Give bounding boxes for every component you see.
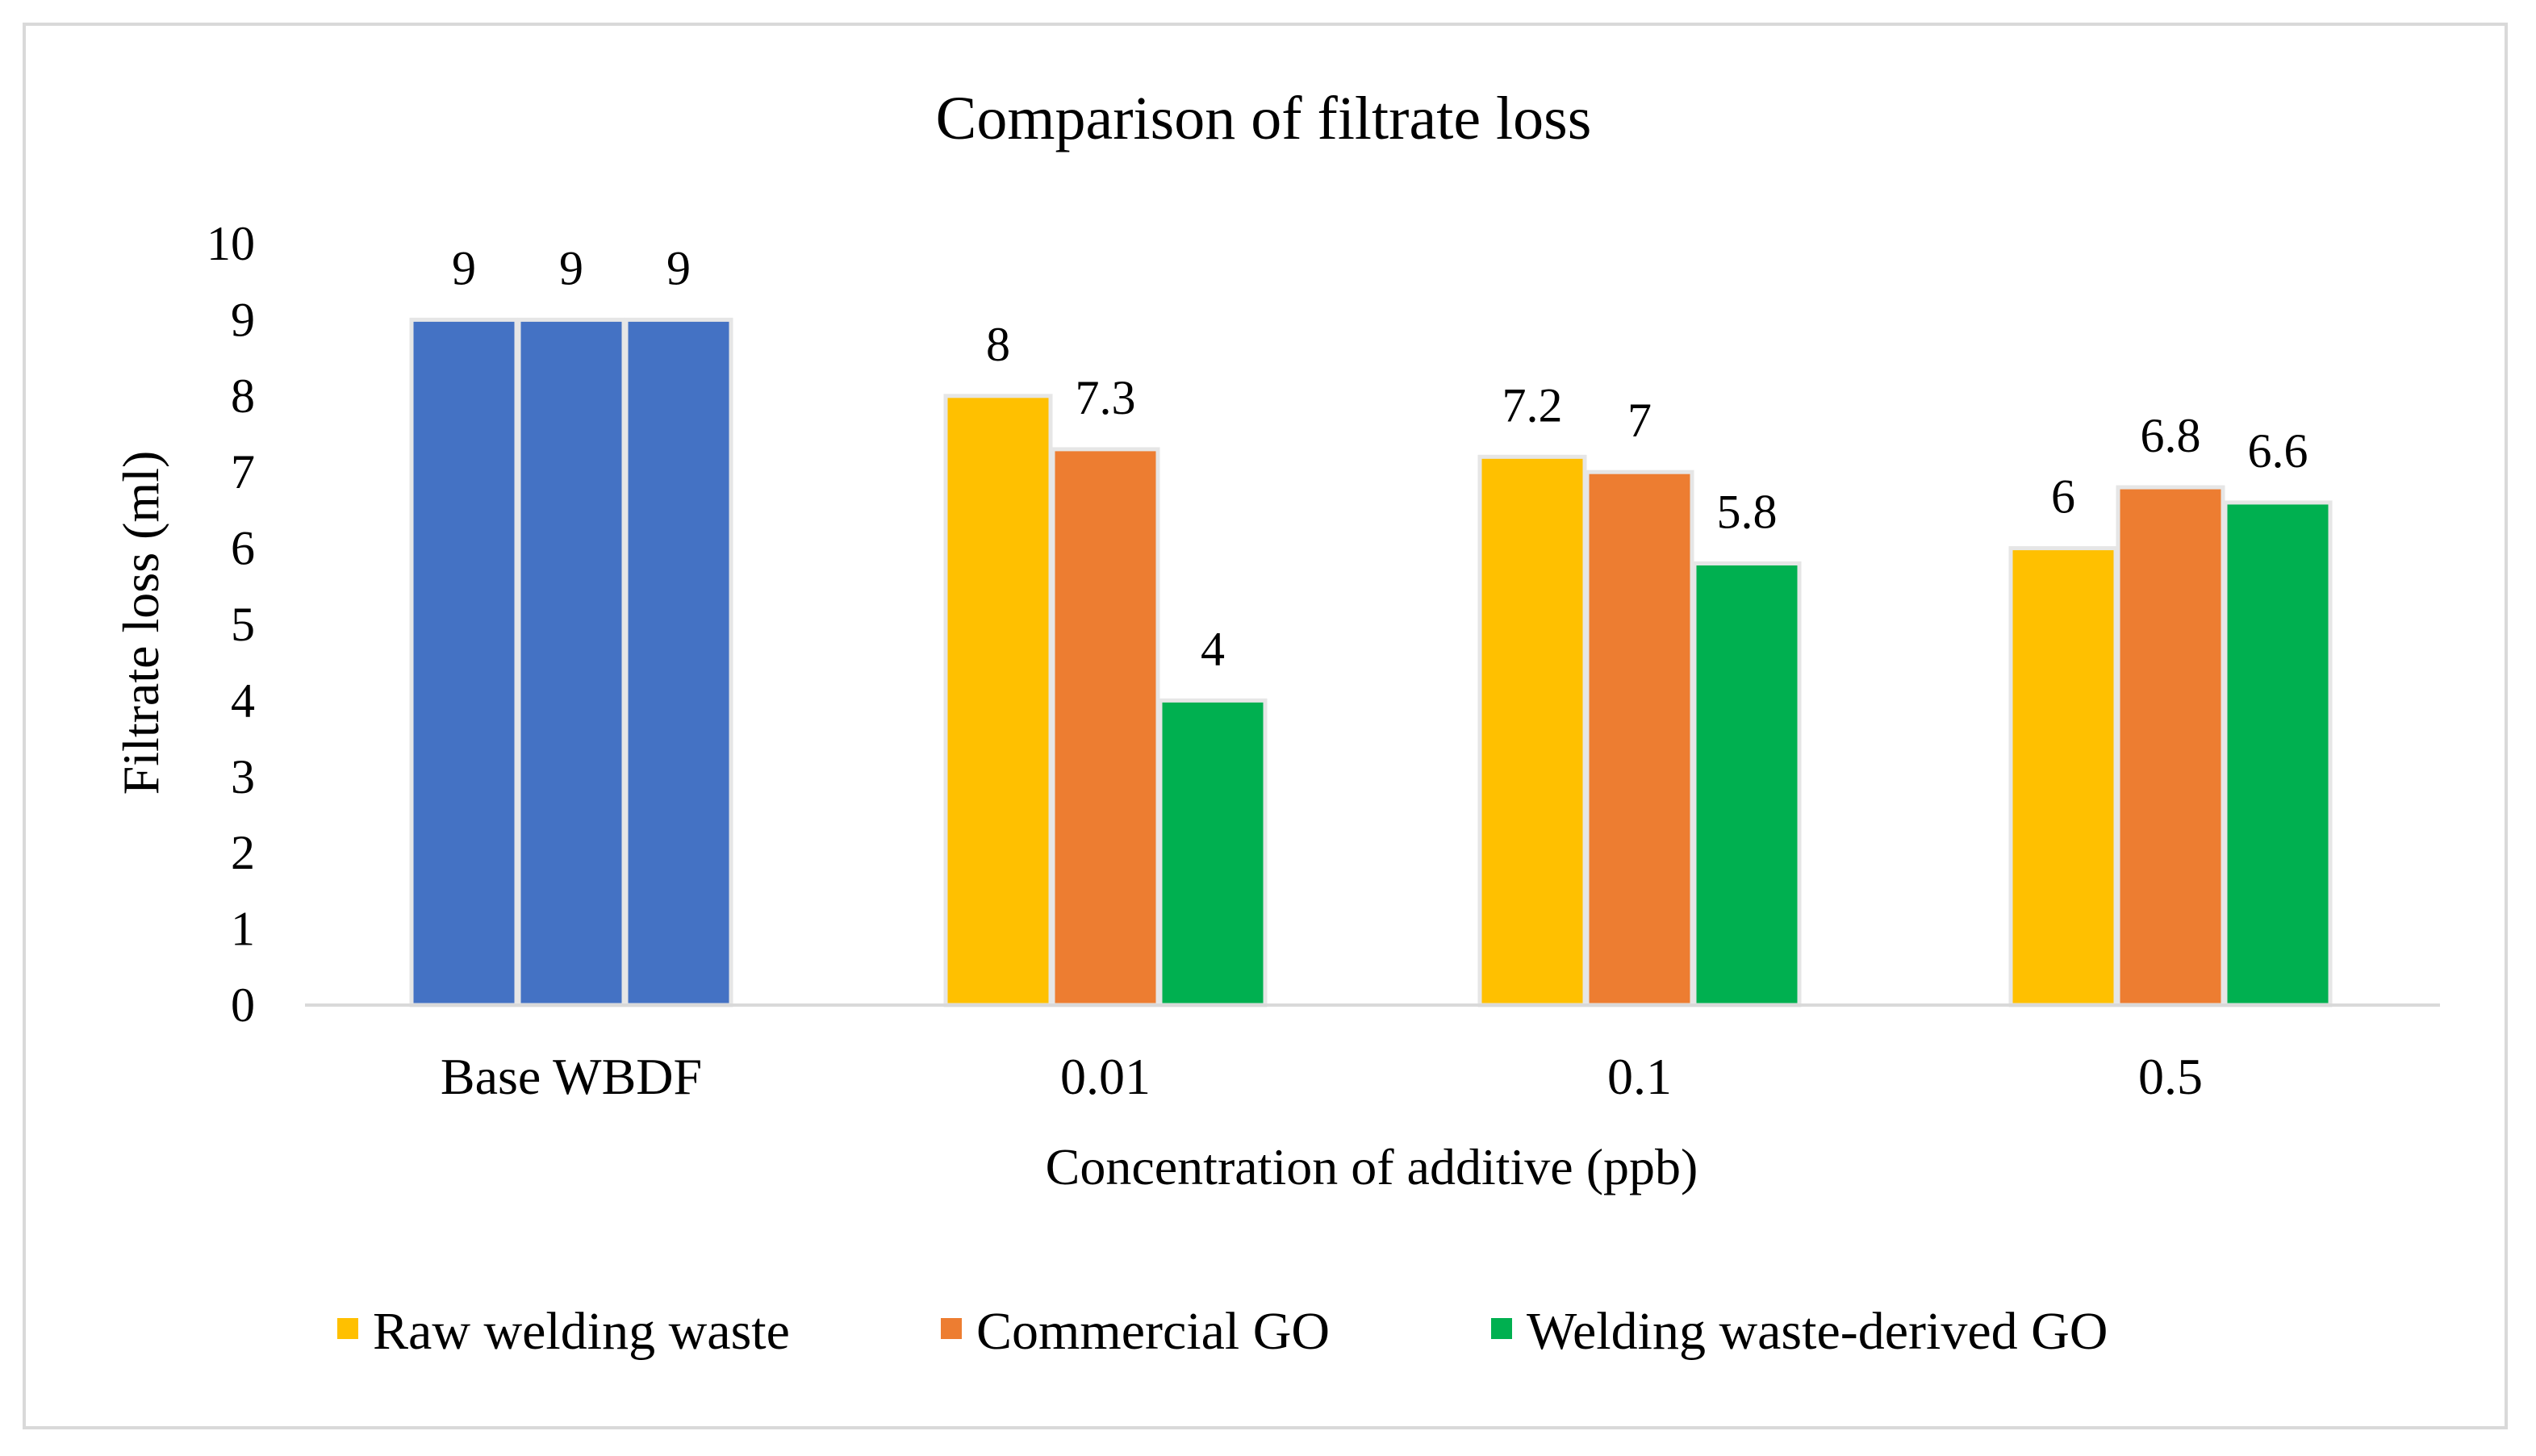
legend-swatch xyxy=(337,1318,358,1339)
bar xyxy=(1692,561,1802,1008)
category-label: 0.1 xyxy=(1607,1048,1672,1105)
y-tick-label: 2 xyxy=(231,826,255,879)
data-label: 5.8 xyxy=(1717,485,1778,538)
y-axis-title: Filtrate loss (ml) xyxy=(112,451,169,795)
y-tick-label: 1 xyxy=(231,903,255,956)
category-label-group: Base WBDF 0.01 0.1 0.5 xyxy=(441,1048,2203,1105)
data-label: 4 xyxy=(1201,622,1225,675)
legend-swatch xyxy=(941,1318,962,1339)
data-label: 7.2 xyxy=(1502,378,1563,432)
data-label: 8 xyxy=(986,318,1010,371)
bar xyxy=(1477,454,1587,1008)
y-tick-label: 5 xyxy=(231,598,255,651)
data-label: 6 xyxy=(2051,470,2075,524)
category-label: 0.5 xyxy=(2138,1048,2203,1105)
y-tick-label: 10 xyxy=(207,217,255,270)
bar xyxy=(624,317,733,1008)
y-tick-label: 6 xyxy=(231,522,255,575)
bar xyxy=(2223,500,2333,1008)
legend-label: Welding waste-derived GO xyxy=(1527,1302,2108,1361)
y-tick-label: 8 xyxy=(231,369,255,423)
legend-label: Raw welding waste xyxy=(373,1302,790,1361)
data-label: 9 xyxy=(559,241,583,294)
data-label-group: 9 9 9 8 7.3 4 7.2 7 5.8 6 6.8 6.6 xyxy=(452,241,2308,675)
y-tick-label: 9 xyxy=(231,293,255,346)
legend-label: Commercial GO xyxy=(976,1302,1330,1361)
x-axis-title: Concentration of additive (ppb) xyxy=(1046,1138,1698,1195)
bar xyxy=(2116,485,2225,1008)
legend: Raw welding waste Commercial GO Welding wa… xyxy=(337,1302,2108,1361)
data-label: 7 xyxy=(1627,394,1652,447)
y-tick-label: 7 xyxy=(231,445,255,499)
bar xyxy=(409,317,519,1008)
y-tick-label: 4 xyxy=(231,674,255,727)
data-label: 9 xyxy=(452,241,476,294)
y-tick-group: 0 1 2 3 4 5 6 7 8 9 10 xyxy=(207,217,255,1032)
bar xyxy=(943,394,1053,1008)
category-label: 0.01 xyxy=(1060,1048,1151,1105)
bar xyxy=(1158,698,1268,1008)
data-label: 6.8 xyxy=(2141,409,2201,462)
data-label: 6.6 xyxy=(2248,424,2308,478)
bar xyxy=(2008,546,2118,1008)
category-label: Base WBDF xyxy=(441,1048,702,1105)
bar-group xyxy=(409,317,2333,1008)
bar xyxy=(1051,447,1160,1008)
bar xyxy=(516,317,626,1008)
chart-title: Comparison of filtrate loss xyxy=(936,85,1592,152)
data-label: 9 xyxy=(666,241,691,294)
y-tick-label: 3 xyxy=(231,750,255,803)
bar xyxy=(1585,469,1694,1008)
data-label: 7.3 xyxy=(1076,371,1136,424)
y-tick-label: 0 xyxy=(231,978,255,1032)
legend-swatch xyxy=(1491,1318,1512,1339)
